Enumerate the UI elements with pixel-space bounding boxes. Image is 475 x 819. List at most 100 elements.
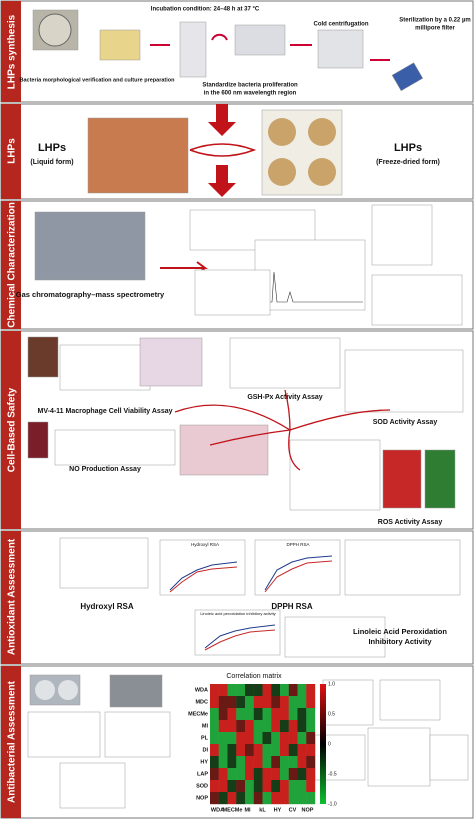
heatmap-cell <box>262 756 272 769</box>
heatmap-cell <box>262 744 272 757</box>
col-label: CV <box>289 807 297 813</box>
section-bands <box>1 1 21 818</box>
cell-images <box>27 336 464 511</box>
assay-label: Inhibitory Activity <box>368 637 432 646</box>
heatmap-cell <box>271 792 281 805</box>
heatmap-cell <box>297 768 307 781</box>
scale-label: 0 <box>328 741 331 747</box>
col-label: MECMe <box>223 807 243 813</box>
heatmap-cell <box>280 780 289 793</box>
lhps-images <box>87 104 343 197</box>
heatmap-cell <box>245 720 254 733</box>
scale-label: -1.0 <box>328 801 337 807</box>
row-label: WDA <box>195 687 208 693</box>
method-label: Gas chromatography–mass spectrometry <box>16 290 165 299</box>
heatmap-cell <box>227 780 237 793</box>
heatmap-cell <box>288 744 298 757</box>
heatmap-cell <box>236 732 246 745</box>
heatmap-cell <box>271 768 281 781</box>
col-label: MI <box>244 807 251 813</box>
heatmap-cell <box>218 744 228 757</box>
heatmap-cell <box>245 708 254 721</box>
assay-label: GSH-Px Activity Assay <box>247 394 322 401</box>
row-label: LAP <box>197 771 208 777</box>
chart-title: Linoleic acid peroxidation inhibitory ac… <box>200 611 275 616</box>
heatmap-cell <box>271 684 281 697</box>
heatmap-cell <box>306 720 316 733</box>
heatmap-cell <box>210 768 219 781</box>
step-label: Standardize bacteria proliferation <box>202 83 298 89</box>
heatmap-cell <box>210 708 219 721</box>
heatmap-cell <box>236 708 246 721</box>
heatmap-cell <box>288 684 298 697</box>
heatmap-cell <box>253 684 263 697</box>
heatmap-cell <box>306 696 316 709</box>
heatmap-cell <box>306 768 316 781</box>
heatmap-cell <box>280 744 289 757</box>
heatmap-cell <box>253 756 263 769</box>
row-label: DI <box>203 747 209 753</box>
step-label: millipore filter <box>415 26 455 32</box>
heatmap-cell <box>297 720 307 733</box>
heatmap-cell <box>288 720 298 733</box>
row-label: MDC <box>195 699 208 705</box>
heatmap-cell <box>306 732 316 745</box>
step-label: Bacteria morphological verification and … <box>20 77 176 83</box>
heatmap-cell <box>253 696 263 709</box>
assay-label: Hydroxyl RSA <box>80 602 134 611</box>
heatmap-cell <box>288 768 298 781</box>
heatmap-cell <box>306 780 316 793</box>
heatmap-cell <box>236 684 246 697</box>
heatmap-cell <box>288 696 298 709</box>
heatmap-cell <box>218 684 228 697</box>
form-label: (Freeze-dried form) <box>376 159 440 166</box>
heatmap-cell <box>253 744 263 757</box>
scale-label: -0.5 <box>328 771 337 777</box>
heatmap-cell <box>218 792 228 805</box>
heatmap-cell <box>271 696 281 709</box>
heatmap-cell <box>210 780 219 793</box>
form-label: LHPs <box>394 142 422 154</box>
heatmap-cell <box>245 768 254 781</box>
heatmap-cell <box>271 744 281 757</box>
heatmap-cell <box>297 708 307 721</box>
heatmap-cell <box>271 708 281 721</box>
row-label: NOP <box>196 795 208 801</box>
heatmap-cell <box>297 756 307 769</box>
heatmap-cell <box>306 756 316 769</box>
chart-title: DPPH RSA <box>286 542 309 547</box>
heatmap-cell <box>210 684 219 697</box>
heatmap-cell <box>271 780 281 793</box>
step-label: Incubation condition: 24–48 h at 37 °C <box>151 7 260 13</box>
section-label: LHPs <box>7 138 18 164</box>
heatmap-cell <box>218 696 228 709</box>
heatmap-cell <box>306 792 316 805</box>
antibacterial-images <box>27 674 469 809</box>
heatmap-cell <box>236 696 246 709</box>
heatmap-cell <box>262 696 272 709</box>
heatmap-cell <box>227 732 237 745</box>
heatmap-cell <box>280 708 289 721</box>
section-label: LHPs synthesis <box>7 14 18 89</box>
form-label: (Liquid form) <box>30 159 73 166</box>
heatmap-cell <box>253 780 263 793</box>
synthesis-images <box>32 9 424 92</box>
heatmap-cell <box>227 684 237 697</box>
heatmap-cell <box>262 792 272 805</box>
heatmap-cell <box>280 792 289 805</box>
row-label: PL <box>201 735 209 741</box>
heatmap-cell <box>306 744 316 757</box>
heatmap-cell <box>236 744 246 757</box>
heatmap-cell <box>210 756 219 769</box>
heatmap-cell <box>236 768 246 781</box>
heatmap-cell <box>253 720 263 733</box>
heatmap-cell <box>280 768 289 781</box>
row-label: HY <box>200 759 208 765</box>
heatmap-cell <box>297 696 307 709</box>
chart-title: Correlation matrix <box>226 673 282 680</box>
heatmap-cell <box>218 780 228 793</box>
heatmap-cell <box>218 768 228 781</box>
heatmap-cell <box>245 756 254 769</box>
